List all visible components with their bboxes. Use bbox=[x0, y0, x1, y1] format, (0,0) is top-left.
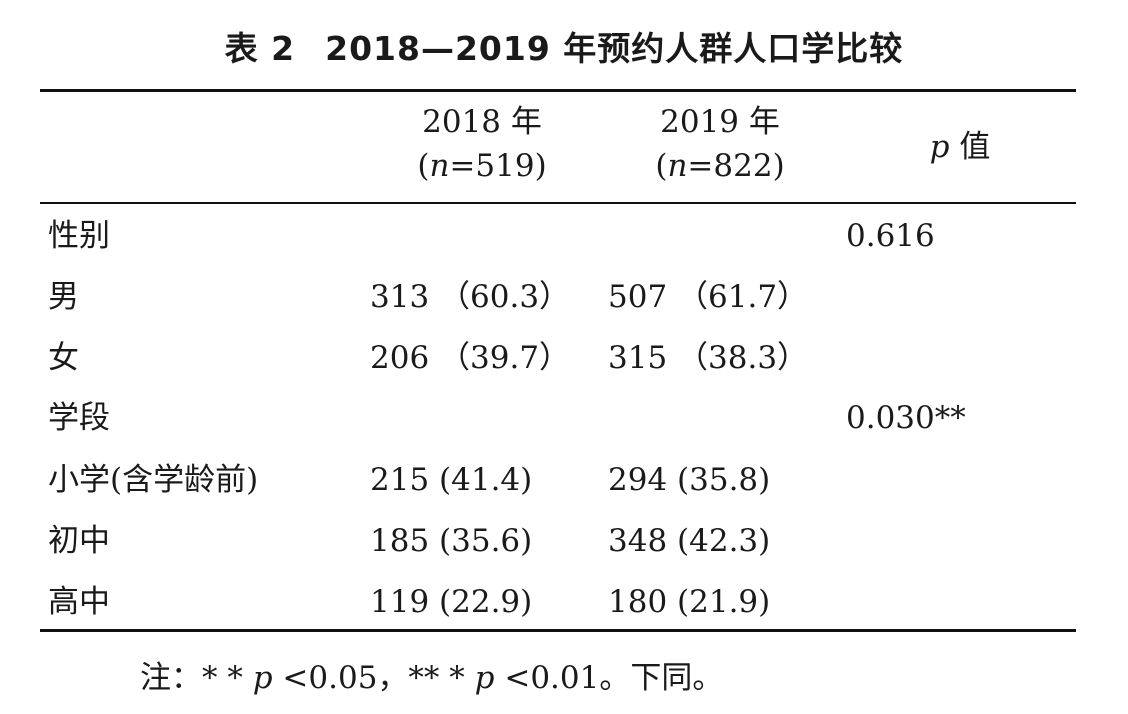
cell-2019: 294 (35.8) bbox=[608, 462, 771, 498]
table-title: 表 2 2018—2019 年预约人群人口学比较 bbox=[0, 22, 1128, 70]
p-value-word: 值 bbox=[959, 129, 991, 165]
cell-2018: 215 (41.4) bbox=[370, 462, 533, 498]
cell-p: 0.616 bbox=[846, 218, 935, 254]
note-suffix: <0.01。下同。 bbox=[494, 660, 724, 696]
row-label: 男 bbox=[48, 279, 79, 315]
n-2018: 519 bbox=[475, 148, 535, 184]
row-label: 女 bbox=[48, 340, 79, 376]
header-2018-year: 2018 年 bbox=[422, 104, 542, 140]
n-symbol: n bbox=[667, 148, 688, 184]
header-2019: 2019 年 (n=822) bbox=[640, 100, 800, 188]
cell-2019: 315 （38.3） bbox=[608, 340, 809, 376]
cell-2018: 119 (22.9) bbox=[370, 584, 533, 620]
header-rule bbox=[40, 202, 1076, 204]
bottom-rule bbox=[40, 629, 1076, 632]
row-label: 初中 bbox=[48, 523, 110, 559]
header-p-value: p 值 bbox=[880, 125, 1040, 169]
cell-2018: 313 （60.3） bbox=[370, 279, 571, 315]
cell-2018: 206 （39.7） bbox=[370, 340, 571, 376]
row-label: 性别 bbox=[48, 218, 110, 254]
header-2018: 2018 年 (n=519) bbox=[402, 100, 562, 188]
header-2018-count: (n=519) bbox=[417, 148, 547, 184]
note-p-symbol: p bbox=[252, 660, 273, 696]
cell-2019: 180 (21.9) bbox=[608, 584, 771, 620]
cell-2018: 185 (35.6) bbox=[370, 523, 533, 559]
row-label: 小学(含学龄前) bbox=[48, 462, 259, 498]
n-symbol: n bbox=[429, 148, 450, 184]
table-footnote: 注：* * p <0.05，** * p <0.01。下同。 bbox=[140, 658, 723, 698]
table-title-text: 2018—2019 年预约人群人口学比较 bbox=[325, 29, 904, 68]
cell-p: 0.030** bbox=[846, 400, 966, 436]
p-symbol: p bbox=[929, 129, 950, 165]
note-prefix: 注：* * bbox=[140, 660, 253, 696]
note-mid: <0.05，** * bbox=[272, 660, 475, 696]
top-rule bbox=[40, 89, 1076, 92]
header-2019-count: (n=822) bbox=[655, 148, 785, 184]
cell-2019: 507 （61.7） bbox=[608, 279, 809, 315]
row-label: 学段 bbox=[48, 400, 110, 436]
n-2019: 822 bbox=[713, 148, 773, 184]
cell-2019: 348 (42.3) bbox=[608, 523, 771, 559]
row-label: 高中 bbox=[48, 584, 110, 620]
table-label: 表 2 bbox=[224, 29, 296, 68]
header-2019-year: 2019 年 bbox=[660, 104, 780, 140]
note-p-symbol: p bbox=[474, 660, 495, 696]
